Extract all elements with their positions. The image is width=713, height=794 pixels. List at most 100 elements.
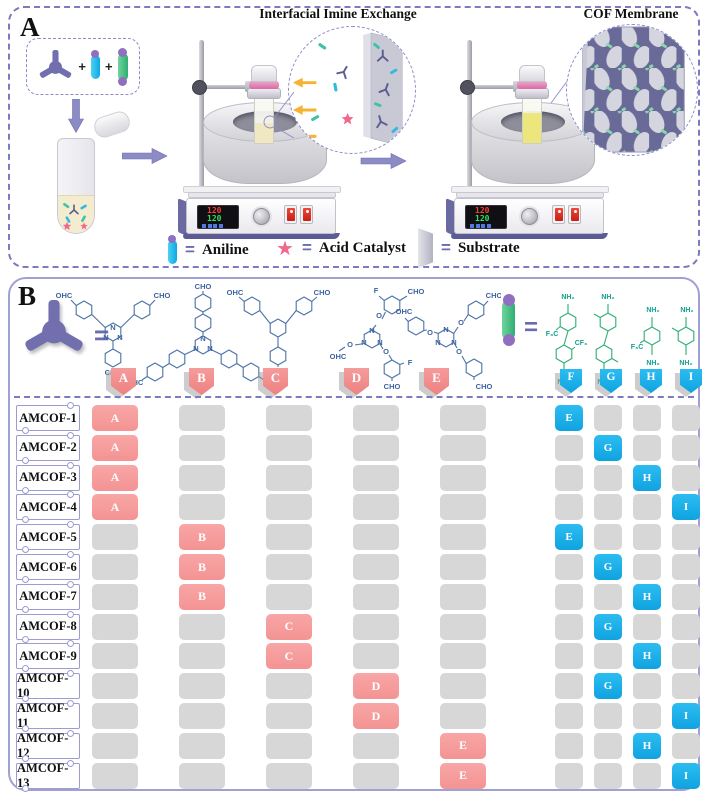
tag-F: F: [555, 369, 582, 397]
power-switch-1: [284, 205, 297, 224]
svg-text:F₃C: F₃C: [631, 344, 644, 351]
svg-text:O: O: [376, 311, 382, 320]
svg-text:CHO: CHO: [195, 282, 212, 291]
display-actual: 120: [207, 214, 222, 223]
aniline-capsule-icon: [168, 235, 177, 264]
panel-a-label: A: [20, 12, 40, 42]
tag-I: I: [675, 369, 702, 397]
svg-text:OHC: OHC: [330, 352, 347, 361]
structure-I: NH₂ NH₂: [671, 307, 695, 367]
plus-sign: +: [78, 59, 86, 74]
inset1-title: Interfacial Imine Exchange: [259, 6, 417, 21]
stand-rod: [467, 40, 472, 198]
panel-a-border: [8, 6, 700, 268]
svg-text:N: N: [193, 344, 198, 353]
svg-text:CHO: CHO: [154, 291, 171, 300]
svg-text:NH₂: NH₂: [680, 307, 693, 314]
hotplate-base: 120 120: [454, 198, 604, 234]
svg-text:CHO: CHO: [486, 291, 501, 300]
svg-text:O: O: [383, 347, 389, 356]
clamp-knob: [460, 80, 475, 95]
temperature-display: 120 120: [465, 205, 507, 229]
legend-substrate: = Substrate: [418, 228, 520, 268]
svg-text:N: N: [435, 338, 440, 347]
diamine-capsule-icon: [117, 47, 128, 86]
svg-text:F: F: [408, 358, 413, 367]
tube-cap: [519, 65, 545, 82]
display-setpoint: 120: [207, 206, 222, 215]
svg-text:F₃C: F₃C: [546, 331, 559, 338]
equals-sign: =: [185, 240, 195, 259]
svg-text:F: F: [374, 286, 379, 295]
vial-liquid: [58, 195, 94, 233]
stand-crossbar: [204, 85, 253, 89]
power-switch-2: [300, 205, 313, 224]
svg-text:OHC: OHC: [227, 288, 244, 297]
svg-text:OHC: OHC: [396, 307, 413, 316]
display-actual: 120: [475, 214, 490, 223]
equals-sign: =: [441, 238, 451, 257]
substrate-slab-icon: [418, 228, 433, 268]
legend-label: Acid Catalyst: [318, 239, 406, 256]
diamine-capsule-icon: [502, 294, 515, 346]
tag-B: B: [184, 368, 214, 399]
panel-b-separator: [14, 396, 694, 398]
svg-text:O: O: [347, 340, 353, 349]
clamp-knob: [192, 80, 207, 95]
vial-molecules: [62, 202, 88, 230]
temperature-display: 120 120: [197, 205, 239, 229]
aniline-capsule-icon: [91, 49, 100, 79]
reactant-mix-box: + +: [26, 38, 140, 95]
arrow-right-icon: [360, 153, 407, 169]
tube-pink-ring: [517, 81, 547, 89]
svg-text:N: N: [117, 333, 122, 342]
display-buttons: [202, 224, 238, 228]
svg-text:CF₃: CF₃: [575, 340, 588, 347]
stir-knob: [521, 208, 538, 225]
svg-text:NH₂: NH₂: [601, 294, 614, 301]
tag-D: D: [339, 368, 369, 399]
svg-text:O: O: [458, 318, 464, 327]
svg-text:N: N: [443, 325, 448, 334]
cof-lattice-graphic: [582, 26, 685, 153]
svg-text:N: N: [361, 338, 366, 347]
structure-E: OHC O CHO O O N N N CHO: [396, 291, 501, 391]
svg-text:O: O: [427, 328, 433, 337]
legend-acid-catalyst: ★ = Acid Catalyst: [276, 238, 406, 258]
svg-text:OHC: OHC: [56, 291, 73, 300]
svg-text:O: O: [456, 347, 462, 356]
panel-b-label: B: [18, 281, 37, 311]
svg-text:NH₂: NH₂: [646, 307, 659, 314]
cof-membrane-inset: [566, 24, 698, 156]
tag-E: E: [419, 368, 449, 399]
structure-H: NH₂ F₃C NH₂: [631, 307, 661, 367]
legend-aniline: = Aniline: [168, 235, 249, 264]
power-switch-1: [552, 205, 565, 224]
svg-text:NH₂: NH₂: [679, 360, 692, 367]
stir-plate-lower: [188, 192, 336, 198]
svg-text:N: N: [110, 323, 115, 332]
vial: [57, 138, 95, 234]
imine-exchange-inset: [288, 26, 416, 154]
equals-sign: =: [301, 238, 312, 257]
svg-text:N: N: [369, 326, 374, 335]
tube-collar: [515, 88, 549, 99]
svg-text:N: N: [377, 338, 382, 347]
tag-C: C: [258, 368, 288, 399]
tube-cap: [251, 65, 277, 82]
stand-rod: [199, 40, 204, 198]
stand-crossbar: [472, 85, 521, 89]
tag-A: A: [106, 368, 136, 399]
structure-C: OHC CHO CHO: [227, 288, 331, 374]
inset2-title: COF Membrane: [583, 6, 679, 21]
legend-label: Aniline: [201, 241, 249, 258]
arrow-down-icon: [68, 99, 84, 133]
svg-text:NH₂: NH₂: [561, 294, 574, 301]
svg-text:NH₂: NH₂: [646, 360, 659, 367]
reaction-tube: [522, 98, 542, 144]
hotplate-base: 120 120: [186, 198, 336, 234]
imine-exchange-graphic: [292, 32, 403, 147]
svg-text:N: N: [103, 333, 108, 342]
legend-label: Substrate: [457, 239, 520, 256]
